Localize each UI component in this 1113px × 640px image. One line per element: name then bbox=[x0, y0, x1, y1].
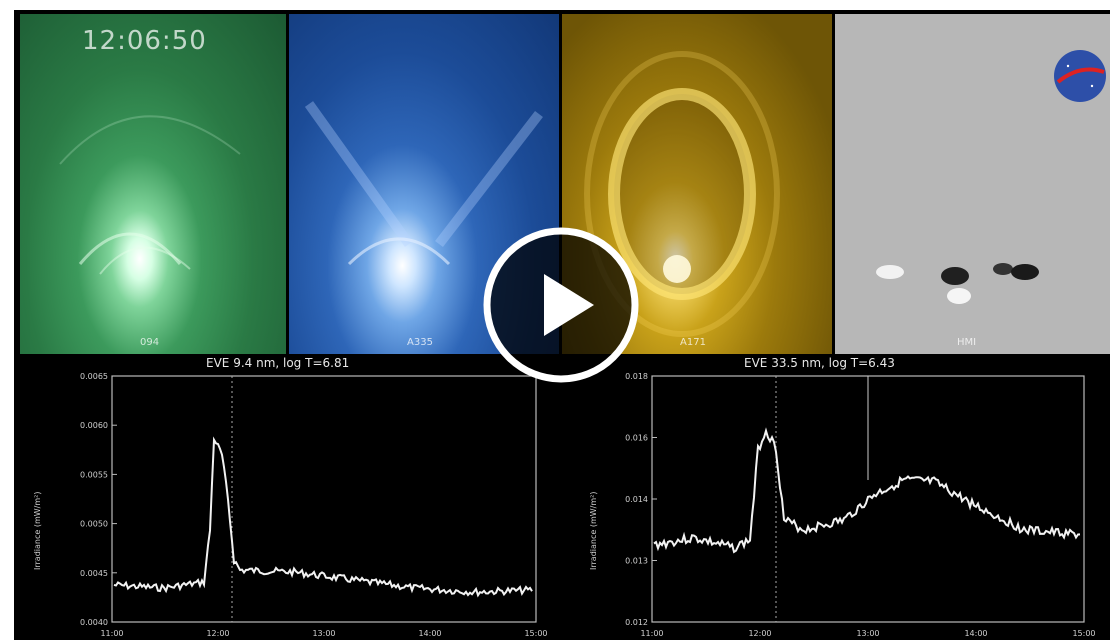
left-ytick-label: 0.0050 bbox=[80, 520, 108, 529]
right-ytick-label: 0.012 bbox=[625, 618, 648, 627]
left-xtick-label: 13:00 bbox=[312, 629, 335, 638]
left-plot-title: EVE 9.4 nm, log T=6.81 bbox=[206, 356, 350, 370]
right-irradiance-plot: 0.018 0.016 0.014 0.013 0.012 11:00 12:00 13:0… bbox=[589, 372, 1096, 638]
right-xtick-label: 15:00 bbox=[1072, 629, 1095, 638]
magnetogram-spots bbox=[876, 263, 1039, 304]
left-ytick-label: 0.0040 bbox=[80, 618, 108, 627]
left-ytick-label: 0.0045 bbox=[80, 569, 108, 578]
play-button[interactable] bbox=[480, 224, 642, 386]
left-irradiance-plot: 0.0065 0.0060 0.0055 0.0050 0.0045 0.0040 11:… bbox=[33, 372, 548, 638]
right-xtick-label: 12:00 bbox=[748, 629, 771, 638]
left-xtick-label: 11:00 bbox=[100, 629, 123, 638]
right-plot-title: EVE 33.5 nm, log T=6.43 bbox=[744, 356, 895, 370]
right-ylabel: Irradiance (mW/m²) bbox=[589, 492, 598, 570]
right-ytick-label: 0.016 bbox=[625, 434, 648, 443]
left-ytick-label: 0.0060 bbox=[80, 421, 108, 430]
right-ytick-label: 0.013 bbox=[625, 557, 648, 566]
coronal-loops-335 bbox=[304, 101, 543, 266]
panel-label-hmi: HMI bbox=[957, 337, 977, 348]
right-xtick-label: 14:00 bbox=[964, 629, 987, 638]
left-ytick-label: 0.0065 bbox=[80, 372, 108, 381]
right-xtick-label: 11:00 bbox=[640, 629, 663, 638]
right-xtick-label: 13:00 bbox=[856, 629, 879, 638]
right-irradiance-curve bbox=[653, 427, 1081, 554]
coronal-loops-171 bbox=[584, 51, 780, 337]
right-ytick-label: 0.014 bbox=[625, 495, 648, 504]
left-ylabel: Irradiance (mW/m²) bbox=[33, 492, 42, 570]
video-player[interactable]: 12:06:50 094 A335 A171 HMI bbox=[14, 10, 1110, 640]
nasa-logo bbox=[1050, 46, 1110, 106]
left-ytick-label: 0.0055 bbox=[80, 470, 108, 479]
left-xtick-label: 15:00 bbox=[524, 629, 547, 638]
left-xtick-label: 12:00 bbox=[206, 629, 229, 638]
panel-label-171: A171 bbox=[680, 337, 706, 348]
sdo-094-panel: 12:06:50 094 bbox=[20, 14, 286, 354]
right-ytick-label: 0.018 bbox=[625, 372, 648, 381]
left-plot-frame bbox=[111, 375, 537, 623]
sdo-335-panel: A335 bbox=[289, 14, 559, 354]
left-xtick-label: 14:00 bbox=[418, 629, 441, 638]
sdo-171-panel: A171 bbox=[562, 14, 832, 354]
left-irradiance-curve bbox=[113, 436, 533, 598]
panel-label-094: 094 bbox=[140, 337, 160, 348]
panel-label-335: A335 bbox=[407, 337, 433, 348]
coronal-loops-094 bbox=[59, 115, 241, 275]
timestamp: 12:06:50 bbox=[82, 26, 207, 56]
play-icon[interactable] bbox=[480, 224, 642, 386]
